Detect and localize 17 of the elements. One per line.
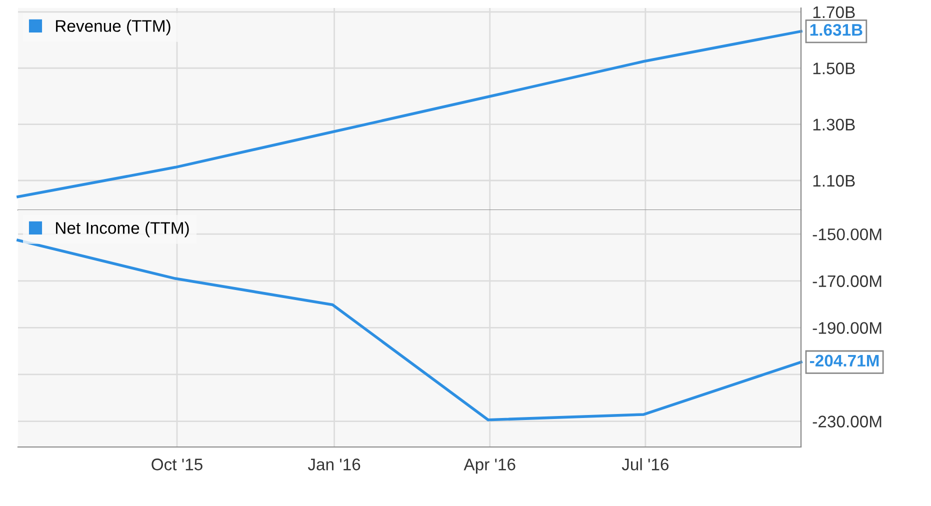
data-label: 1.631B	[810, 24, 862, 36]
legend-label: Revenue (TTM)	[56, 20, 170, 36]
x-tick-label: Jul '16	[622, 458, 669, 470]
y-tick-label: 1.10B	[813, 174, 855, 187]
y-tick-label: -230.00M	[812, 416, 882, 428]
y-tick-label: 1.70B	[813, 6, 855, 18]
x-tick-label: Oct '15	[152, 458, 202, 470]
y-tick-label: 1.30B	[813, 118, 855, 131]
x-tick-label: Apr '16	[464, 458, 516, 474]
x-tick-label: Jan '16	[308, 458, 360, 470]
y-tick-label: -150.00M	[812, 228, 882, 240]
line-series	[16, 238, 802, 422]
y-tick-label: -170.00M	[812, 275, 882, 288]
y-tick-label: -190.00M	[812, 322, 882, 334]
legend-label: Net Income (TTM)	[56, 222, 189, 238]
y-tick-label: 1.50B	[813, 62, 855, 74]
data-label: -204.71M	[810, 354, 879, 367]
